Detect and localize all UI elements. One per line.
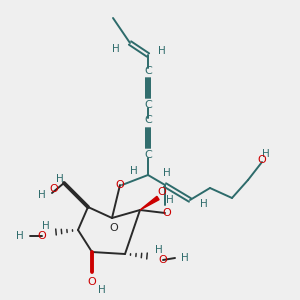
Text: O: O: [50, 184, 58, 194]
Text: H: H: [181, 253, 189, 263]
Text: O: O: [116, 180, 124, 190]
Text: C: C: [144, 115, 152, 125]
Text: C: C: [144, 66, 152, 76]
Text: H: H: [158, 46, 166, 56]
Text: H: H: [38, 190, 46, 200]
Text: C: C: [144, 100, 152, 110]
Text: O: O: [88, 277, 96, 287]
Text: O: O: [258, 155, 266, 165]
Text: H: H: [42, 221, 50, 231]
Text: H: H: [130, 166, 138, 176]
Text: H: H: [262, 149, 270, 159]
Text: O: O: [110, 223, 118, 233]
Text: H: H: [98, 285, 106, 295]
Text: O: O: [159, 255, 167, 265]
Text: O: O: [158, 187, 166, 197]
Text: O: O: [38, 231, 46, 241]
Text: H: H: [200, 199, 208, 209]
Text: H: H: [112, 44, 120, 54]
Text: O: O: [163, 208, 171, 218]
Text: H: H: [155, 245, 163, 255]
Text: H: H: [163, 168, 171, 178]
Text: H: H: [166, 195, 174, 205]
Text: H: H: [56, 174, 64, 184]
Text: H: H: [16, 231, 24, 241]
Polygon shape: [140, 196, 159, 210]
Text: C: C: [144, 150, 152, 160]
